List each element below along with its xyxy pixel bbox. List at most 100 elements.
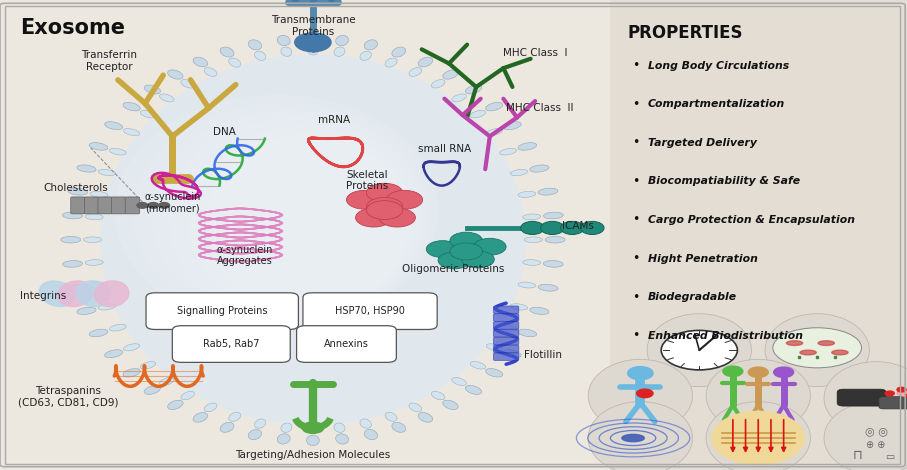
- Ellipse shape: [144, 385, 161, 394]
- Text: •: •: [632, 329, 639, 342]
- Text: ▭: ▭: [885, 452, 894, 462]
- Ellipse shape: [229, 412, 240, 421]
- Circle shape: [356, 208, 392, 227]
- Ellipse shape: [336, 35, 348, 46]
- Ellipse shape: [818, 341, 834, 345]
- Ellipse shape: [500, 324, 516, 331]
- FancyBboxPatch shape: [303, 293, 437, 329]
- Text: •: •: [632, 59, 639, 72]
- Ellipse shape: [98, 304, 115, 310]
- Ellipse shape: [39, 281, 75, 306]
- Ellipse shape: [452, 377, 466, 385]
- Ellipse shape: [503, 350, 522, 358]
- Ellipse shape: [63, 260, 83, 267]
- Text: Targeted Delivery: Targeted Delivery: [648, 138, 756, 148]
- Text: Rab5, Rab7: Rab5, Rab7: [203, 339, 259, 349]
- Ellipse shape: [538, 284, 558, 291]
- Ellipse shape: [530, 307, 549, 314]
- FancyBboxPatch shape: [71, 197, 85, 214]
- Circle shape: [366, 197, 403, 216]
- Ellipse shape: [589, 401, 693, 470]
- Ellipse shape: [100, 54, 526, 425]
- Text: Cargo Protection & Encapsulation: Cargo Protection & Encapsulation: [648, 215, 854, 225]
- Ellipse shape: [160, 94, 174, 102]
- Ellipse shape: [77, 307, 96, 314]
- Ellipse shape: [545, 236, 565, 243]
- Ellipse shape: [278, 434, 290, 444]
- Ellipse shape: [206, 133, 408, 313]
- FancyBboxPatch shape: [879, 397, 907, 409]
- Ellipse shape: [707, 401, 811, 470]
- Circle shape: [148, 203, 159, 208]
- Text: •: •: [632, 98, 639, 111]
- Ellipse shape: [500, 149, 516, 155]
- FancyBboxPatch shape: [493, 329, 519, 337]
- FancyBboxPatch shape: [493, 345, 519, 352]
- Ellipse shape: [89, 329, 108, 337]
- Circle shape: [366, 183, 403, 202]
- Ellipse shape: [114, 94, 439, 329]
- Text: HSP70, HSP90: HSP70, HSP90: [335, 306, 405, 316]
- Ellipse shape: [518, 191, 536, 197]
- Ellipse shape: [518, 329, 537, 337]
- Ellipse shape: [786, 341, 803, 345]
- Text: Exosome: Exosome: [20, 18, 125, 38]
- Circle shape: [295, 33, 331, 52]
- FancyBboxPatch shape: [125, 197, 140, 214]
- Ellipse shape: [524, 237, 542, 243]
- Text: α-synuclein
(monomer): α-synuclein (monomer): [144, 192, 200, 214]
- FancyBboxPatch shape: [84, 197, 99, 214]
- Text: Long Body Circulations: Long Body Circulations: [648, 61, 789, 71]
- FancyBboxPatch shape: [146, 293, 298, 329]
- Ellipse shape: [168, 400, 183, 409]
- Ellipse shape: [110, 149, 126, 155]
- Text: ICAMs: ICAMs: [562, 220, 594, 231]
- FancyBboxPatch shape: [172, 326, 290, 362]
- Ellipse shape: [90, 282, 108, 288]
- Text: Transferrin
Receptor: Transferrin Receptor: [81, 50, 137, 72]
- Ellipse shape: [63, 212, 83, 219]
- Ellipse shape: [123, 129, 140, 136]
- Text: ◎ ◎: ◎ ◎: [864, 426, 888, 436]
- Text: •: •: [632, 175, 639, 188]
- Circle shape: [159, 203, 170, 208]
- Circle shape: [346, 190, 383, 209]
- Text: Skeletal
Proteins: Skeletal Proteins: [346, 170, 388, 191]
- FancyBboxPatch shape: [493, 321, 519, 329]
- Ellipse shape: [307, 424, 318, 434]
- Ellipse shape: [470, 361, 485, 369]
- Ellipse shape: [543, 260, 563, 267]
- FancyBboxPatch shape: [112, 197, 126, 214]
- Ellipse shape: [77, 165, 96, 172]
- Circle shape: [438, 252, 471, 269]
- Text: Biocompatiability & Safe: Biocompatiability & Safe: [648, 176, 800, 187]
- Text: Cholesterols: Cholesterols: [44, 183, 108, 193]
- Text: α-synuclein
Aggregates: α-synuclein Aggregates: [217, 245, 273, 266]
- Ellipse shape: [432, 392, 445, 400]
- Ellipse shape: [220, 423, 234, 432]
- Ellipse shape: [360, 419, 371, 428]
- Ellipse shape: [94, 281, 129, 306]
- Ellipse shape: [486, 129, 502, 136]
- Ellipse shape: [170, 118, 421, 319]
- Ellipse shape: [530, 165, 549, 172]
- Ellipse shape: [452, 94, 466, 102]
- Ellipse shape: [503, 122, 522, 130]
- Ellipse shape: [711, 411, 805, 465]
- Text: Annexins: Annexins: [324, 339, 369, 349]
- Ellipse shape: [485, 102, 502, 111]
- Circle shape: [473, 238, 506, 255]
- Text: mRNA: mRNA: [317, 115, 350, 125]
- Ellipse shape: [418, 57, 433, 67]
- Ellipse shape: [61, 236, 81, 243]
- FancyBboxPatch shape: [493, 337, 519, 345]
- Text: MHC Class  I: MHC Class I: [503, 47, 568, 58]
- Ellipse shape: [392, 47, 405, 57]
- FancyBboxPatch shape: [493, 314, 519, 321]
- Circle shape: [661, 330, 737, 370]
- Ellipse shape: [123, 368, 141, 377]
- Ellipse shape: [773, 328, 862, 368]
- Ellipse shape: [193, 413, 208, 422]
- Circle shape: [897, 387, 906, 392]
- Ellipse shape: [104, 122, 122, 130]
